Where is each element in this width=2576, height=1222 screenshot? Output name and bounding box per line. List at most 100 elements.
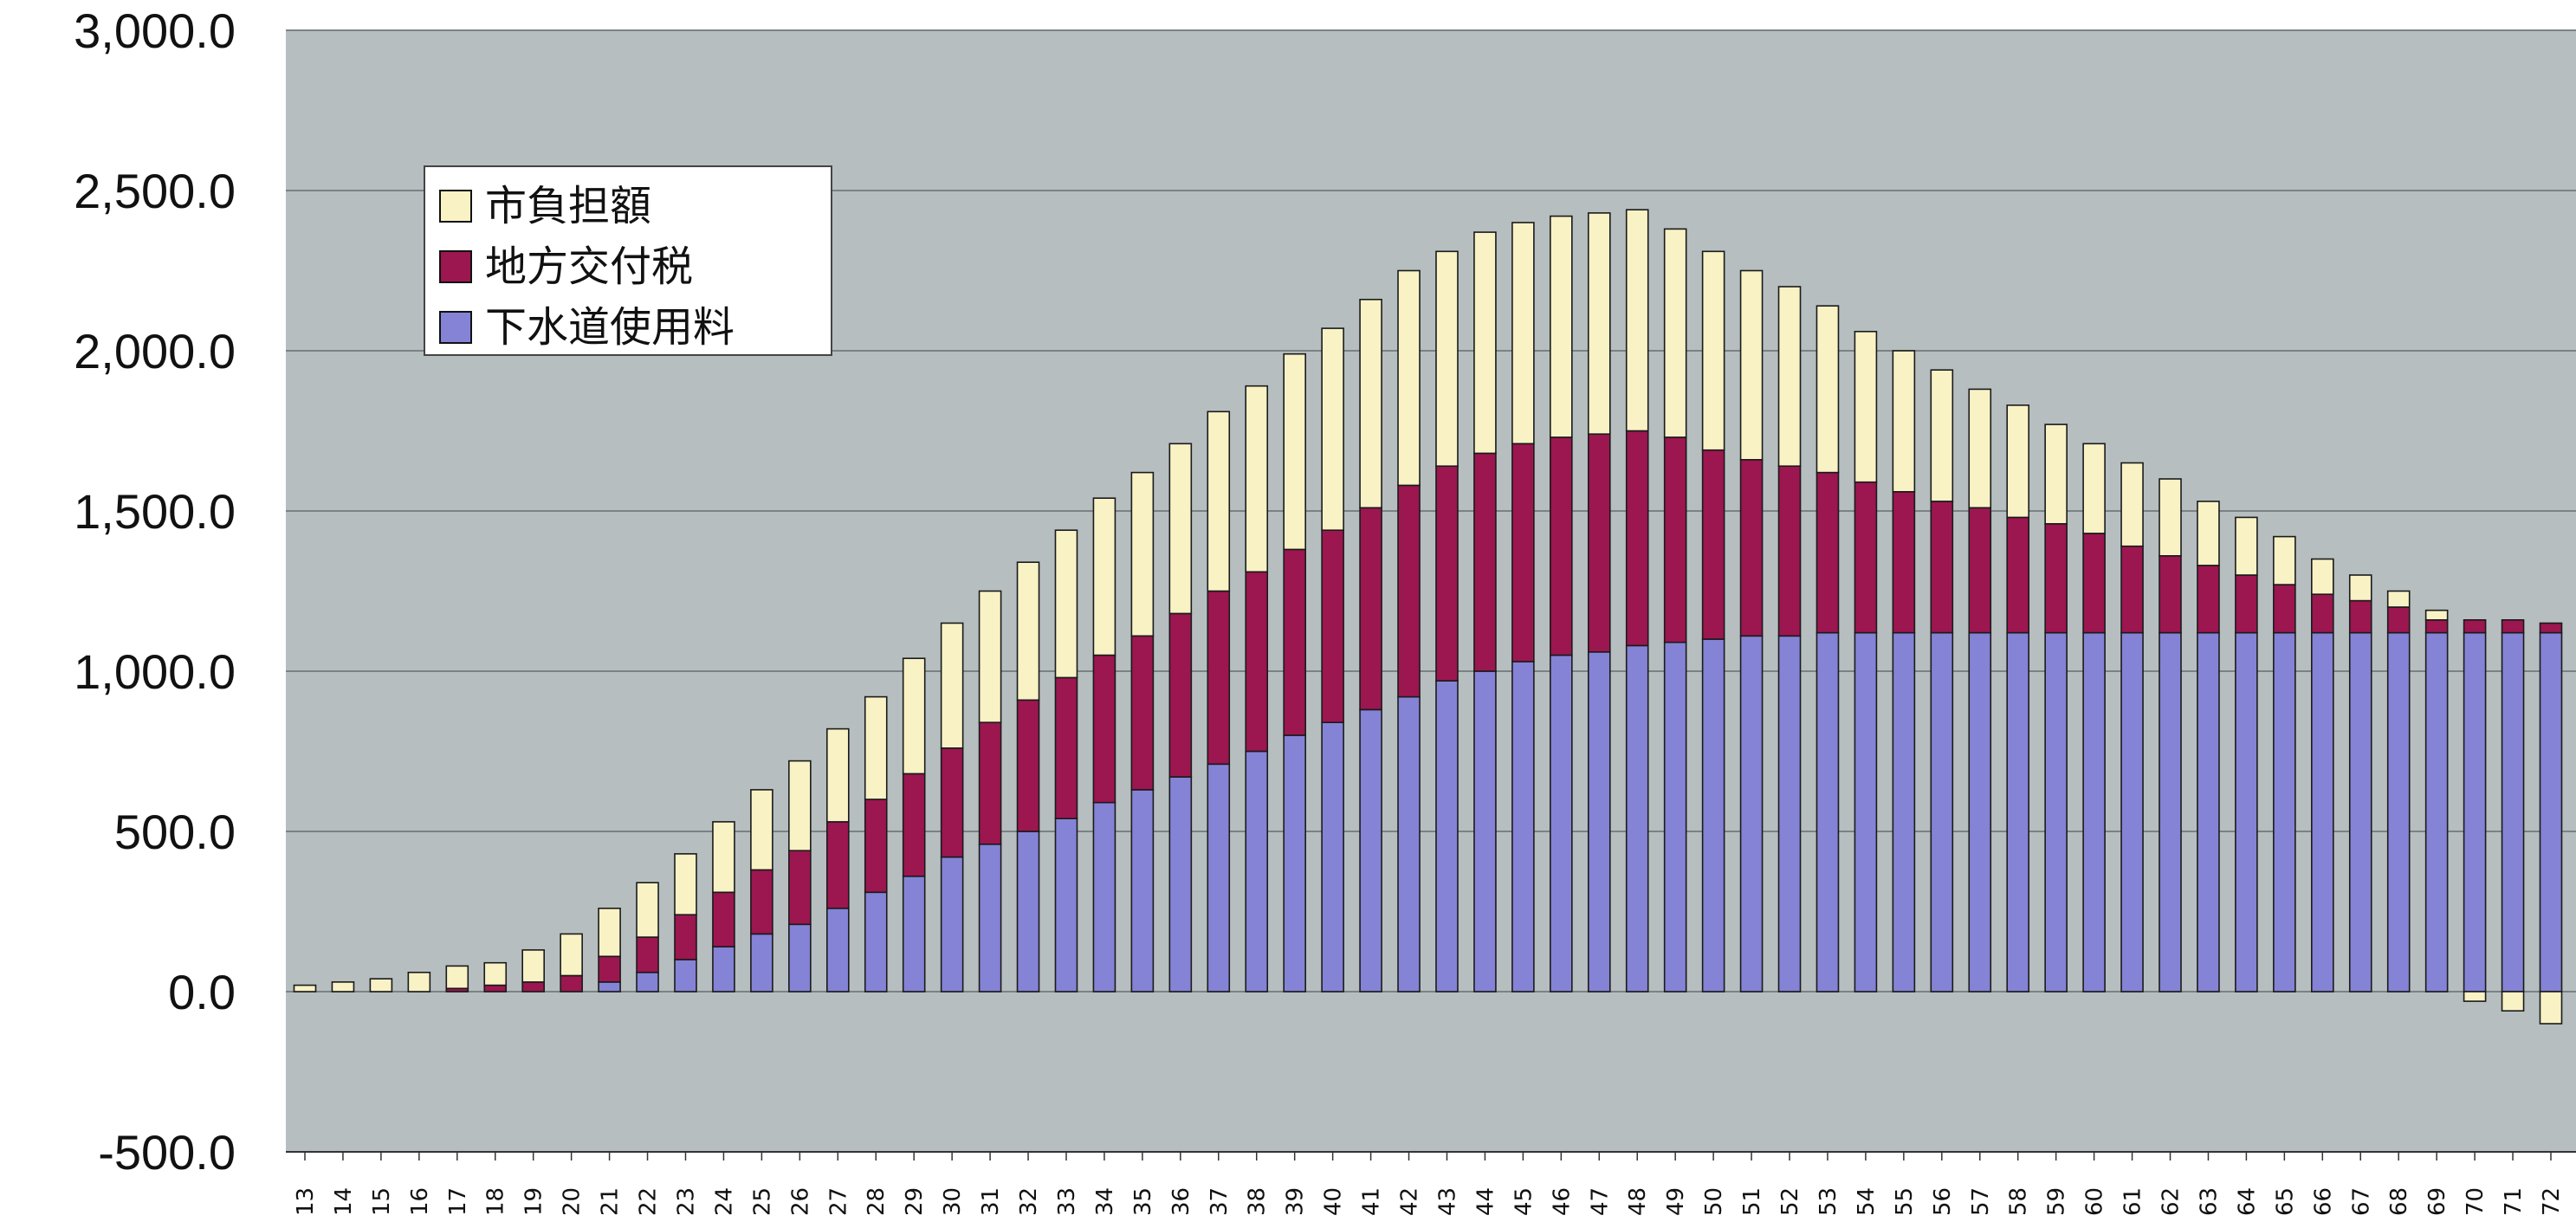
bar-segment	[2044, 522, 2068, 634]
bar-segment	[1397, 695, 1421, 992]
bar-segment	[2159, 631, 2182, 992]
bar-segment	[1245, 750, 1269, 992]
bar-segment	[1016, 561, 1040, 702]
bar-segment	[1245, 571, 1269, 753]
bar-segment	[2539, 991, 2563, 1025]
bar-segment	[1701, 449, 1725, 640]
bar-segment	[2197, 501, 2220, 566]
x-tick-label: 62	[2159, 1187, 2184, 1216]
bar-segment	[1550, 436, 1573, 656]
bar-segment	[1663, 436, 1687, 643]
bar-segment	[560, 974, 583, 992]
bar-segment	[2386, 606, 2411, 634]
bar-segment	[636, 882, 659, 938]
bar-segment	[1511, 222, 1535, 445]
x-tick-label: 48	[1625, 1187, 1651, 1216]
bar-segment	[902, 657, 926, 775]
bar-segment	[331, 981, 355, 992]
bar-segment	[1473, 231, 1497, 455]
bar-segment	[788, 760, 812, 851]
bar-segment	[1283, 734, 1306, 992]
bar-segment	[2501, 631, 2525, 992]
x-tick-label: 66	[2310, 1187, 2336, 1216]
bar-segment	[483, 961, 508, 986]
bar-segment	[1777, 286, 1802, 467]
bar-segment	[1854, 631, 1878, 992]
bar-segment	[636, 936, 659, 973]
x-tick-label: 26	[787, 1187, 813, 1216]
bar-segment	[864, 799, 888, 894]
bar-segment	[2273, 631, 2296, 992]
bar-segment	[1016, 831, 1040, 992]
x-tick-label: 20	[560, 1187, 586, 1216]
bar-segment	[1397, 269, 1421, 487]
bar-segment	[674, 853, 697, 916]
x-tick-label: 63	[2196, 1187, 2222, 1216]
bar-segment	[1016, 699, 1040, 832]
bar-segment	[2501, 618, 2525, 634]
bar-segment	[1359, 298, 1382, 509]
bar-segment	[2082, 533, 2106, 634]
x-tick-label: 45	[1511, 1187, 1537, 1216]
x-tick-label: 46	[1549, 1187, 1575, 1216]
bar-segment	[1739, 635, 1764, 992]
bar-segment	[788, 850, 812, 926]
bar-segment	[712, 821, 735, 894]
bar-segment	[1892, 631, 1916, 992]
x-tick-label: 33	[1054, 1187, 1080, 1216]
bar-segment	[1815, 471, 1840, 634]
x-tick-label: 41	[1359, 1187, 1385, 1216]
bar-segment	[2006, 631, 2030, 992]
x-tick-label: 30	[940, 1187, 966, 1216]
bar-segment	[1168, 776, 1193, 992]
bar-segment	[1473, 670, 1497, 992]
bar-segment	[940, 622, 964, 749]
bar-segment	[1777, 635, 1802, 992]
bar-segment	[2044, 423, 2068, 525]
bar-segment	[2159, 554, 2182, 634]
x-tick-label: 55	[1892, 1187, 1918, 1216]
bar-segment	[1473, 452, 1497, 672]
x-tick-label: 51	[1739, 1187, 1765, 1216]
x-tick-label: 72	[2539, 1187, 2565, 1216]
bar-segment	[750, 789, 773, 871]
bar-segment	[1054, 529, 1078, 679]
x-tick-label: 28	[864, 1187, 890, 1216]
bar-segment	[1968, 388, 1992, 509]
bar-segment	[2424, 631, 2449, 992]
bar-segment	[2235, 574, 2258, 634]
x-tick-label: 53	[1815, 1187, 1841, 1216]
x-tick-label: 47	[1587, 1187, 1613, 1216]
bar-segment	[1321, 721, 1344, 992]
bar-segment	[2311, 593, 2334, 634]
bar-segment	[1435, 465, 1459, 682]
bar-segment	[2386, 590, 2411, 608]
x-tick-label: 52	[1777, 1187, 1803, 1216]
x-tick-label: 58	[2006, 1187, 2032, 1216]
legend-swatch	[439, 311, 472, 344]
bar-segment	[1854, 330, 1878, 483]
bar-segment	[1283, 352, 1306, 551]
bar-segment	[1587, 433, 1611, 653]
bar-segment	[1892, 490, 1916, 634]
bar-segment	[902, 875, 926, 992]
bar-segment	[1663, 641, 1687, 992]
bar-segment	[1207, 590, 1231, 766]
x-tick-label: 57	[1968, 1187, 1994, 1216]
bar-segment	[1739, 269, 1764, 461]
bar-segment	[1168, 612, 1193, 778]
bar-segment	[2235, 516, 2258, 576]
bar-segment	[2311, 558, 2334, 596]
bar-segment	[1968, 507, 1992, 634]
x-tick-label: 67	[2348, 1187, 2374, 1216]
bar-segment	[1625, 644, 1649, 992]
bar-segment	[2386, 631, 2411, 992]
bar-segment	[2273, 584, 2296, 634]
bar-segment	[1550, 654, 1573, 992]
bar-segment	[2463, 631, 2487, 992]
y-tick-label: 0.0	[168, 965, 236, 1019]
bar-segment	[560, 933, 583, 977]
bar-segment	[750, 869, 773, 935]
x-tick-label: 38	[1245, 1187, 1271, 1216]
bar-segment	[2424, 618, 2449, 634]
